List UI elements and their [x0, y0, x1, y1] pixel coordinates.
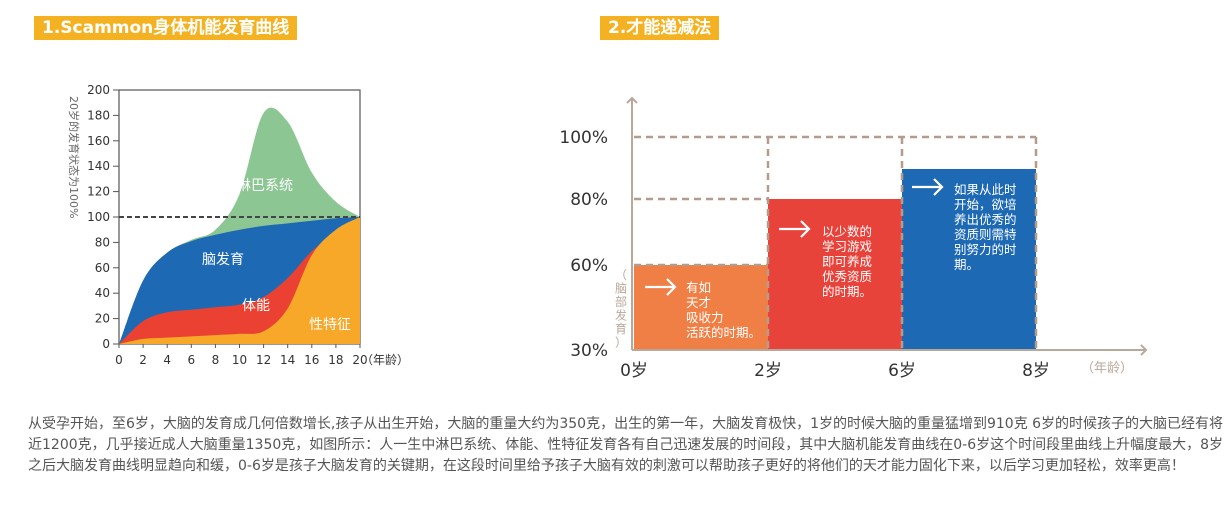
- chart1-x-tick-2: 4: [163, 353, 171, 367]
- chart1-x-tick-1: 2: [139, 353, 147, 367]
- chart1-x-tick-6: 12: [256, 353, 271, 367]
- chart2-title: 2.才能递减法: [600, 16, 720, 40]
- bar-0-text-line: 天才: [686, 295, 711, 310]
- chart2-y-axis-label-char: 育: [615, 321, 627, 336]
- chart2-x-tick-1: 2岁: [754, 361, 782, 381]
- sex-label: 性特征: [309, 317, 351, 333]
- chart1-title: 1.Scammon身体机能发育曲线: [34, 16, 298, 40]
- bar-6-8: [902, 169, 1036, 349]
- arrow-right-icon: [645, 278, 677, 296]
- bar-2-text-line: 期。: [954, 257, 979, 272]
- chart1-y-tick-4: 80: [95, 235, 110, 249]
- chart2-x-tick-3: 8岁: [1022, 361, 1050, 381]
- bar-0-text-line: 活跃的时期。: [686, 325, 761, 340]
- chart1-y-tick-8: 160: [87, 134, 110, 148]
- chart2-y-tick-3: 100%: [559, 128, 608, 148]
- arrow-right-icon: [912, 178, 944, 196]
- chart1-y-tick-0: 0: [102, 337, 110, 351]
- chart1-y-tick-5: 100: [87, 210, 110, 224]
- chart1-y-tick-3: 60: [95, 261, 110, 275]
- bar-1-text-line: 学习游戏: [822, 239, 872, 254]
- chart1-x-tick-9: 18: [328, 353, 343, 367]
- bar-2-text-line: 开始，欲培: [954, 197, 1017, 212]
- chart2-y-tick-0: 30%: [570, 341, 608, 361]
- chart1-y-tick-10: 200: [87, 83, 110, 97]
- sex-area: [119, 217, 360, 344]
- chart2-y-axis-label-char: ）: [615, 336, 627, 350]
- chart1-y-tick-7: 140: [87, 159, 110, 173]
- chart1-x-axis: 0 2 4 6 8 10 12 14 16 18 20: [115, 344, 368, 367]
- chart2-y-axis-label-char: 脑: [615, 282, 627, 296]
- bar-1-text-line: 以少数的: [822, 224, 872, 239]
- chart2-y-axis-label-char: （: [615, 268, 627, 282]
- bar-2-text-line: 别努力的时: [954, 242, 1017, 257]
- chart1-y-axis-label: 20岁的发育状态为100%: [67, 96, 81, 218]
- chart1-x-tick-3: 6: [187, 353, 195, 367]
- chart2-x-axis-label: （年龄）: [1081, 361, 1133, 376]
- chart1-x-tick-4: 8: [212, 353, 220, 367]
- bar-0-text-line: 吸收力: [686, 310, 724, 325]
- chart1-x-tick-0: 0: [115, 353, 123, 367]
- chart1-y-axis: 0 20 40 60 80 100 120 140 160 180 200: [87, 83, 119, 351]
- chart1-y-tick-6: 120: [87, 185, 110, 199]
- chart2-x-tick-0: 0岁: [620, 361, 648, 381]
- brain-label: 脑发育: [202, 252, 244, 268]
- chart2-y-axis: 30% 60% 80% 100%: [559, 128, 608, 361]
- bar-1-text-line: 优秀资质: [822, 269, 872, 284]
- chart2-y-axis-label-char: 部: [615, 294, 627, 309]
- chart2-y-tick-1: 60%: [570, 256, 608, 276]
- chart1-x-tick-8: 16: [304, 353, 319, 367]
- body-label: 体能: [242, 298, 270, 314]
- lymph-label: 淋巴系统: [237, 178, 293, 194]
- chart2-x-tick-2: 6岁: [888, 361, 916, 381]
- chart2-x-axis: 0岁 2岁 6岁 8岁: [620, 361, 1050, 381]
- bar-2-text-line: 养出优秀的: [954, 212, 1017, 227]
- charts-canvas: 0 20 40 60 80 100 120 140 160 180 200 0 2 4 6 8 10 12 14 1…: [67, 83, 1148, 381]
- bar-2-6: [768, 199, 902, 349]
- chart1-y-tick-2: 40: [95, 286, 110, 300]
- chart1: 0 20 40 60 80 100 120 140 160 180 200 0 2 4 6 8 10 12 14 1…: [67, 83, 409, 367]
- chart1-x-axis-label: （年龄）: [361, 353, 409, 367]
- chart2-dashed-guides: [634, 135, 1038, 350]
- chart1-x-tick-7: 14: [280, 353, 295, 367]
- chart1-y-tick-9: 180: [87, 108, 110, 122]
- bar-2-text-line: 如果从此时: [954, 182, 1017, 197]
- bar-1-text-line: 的时期。: [822, 284, 872, 299]
- description-paragraph: 从受孕开始，至6岁，大脑的发育成几何倍数增长,孩子从出生开始，大脑的重量大约为3…: [28, 416, 1224, 474]
- bar-2-text-line: 资质则需特: [954, 227, 1017, 242]
- bar-0-text-line: 有如: [686, 280, 711, 295]
- chart1-x-tick-5: 10: [232, 353, 247, 367]
- bar-1-text-line: 即可养成: [822, 254, 872, 269]
- chart2-y-tick-2: 80%: [570, 190, 608, 210]
- bar-0-2: [634, 265, 768, 349]
- chart1-y-tick-1: 20: [95, 312, 110, 326]
- chart1-x-tick-10: 20: [352, 353, 367, 367]
- chart2-y-axis-label-char: 发: [615, 308, 627, 323]
- arrow-right-icon: [779, 220, 811, 238]
